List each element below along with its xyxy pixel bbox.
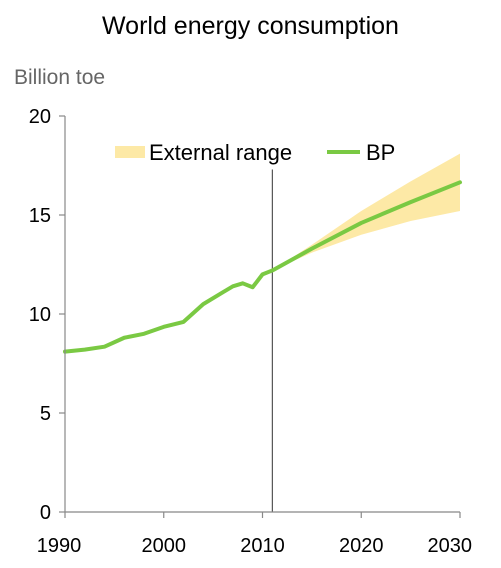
range-layer [272,153,460,271]
legend-label-bp: BP [366,140,395,165]
y-tick-label: 5 [40,403,51,425]
x-tick-label: 2000 [142,535,187,557]
y-tick-label: 0 [40,502,51,524]
legend: External range BP [115,140,395,165]
legend-label-external-range: External range [149,140,292,165]
y-tick-label: 10 [29,304,51,326]
x-tick-label: 2010 [240,535,285,557]
y-axis-unit-label: Billion toe [14,66,106,89]
external-range-band [272,153,460,271]
axis-layer: 0 5 10 15 20 1990 2000 2010 2020 2030 [29,106,472,557]
bp-series-line [63,180,462,354]
y-tick-label: 15 [29,205,51,227]
y-tick-label: 20 [29,106,51,128]
legend-swatch-external-range [115,146,145,158]
chart-title: World energy consumption [102,12,399,40]
x-tick-label: 2020 [339,535,384,557]
x-tick-label: 2030 [428,535,473,557]
line-layer [63,180,462,354]
x-tick-label: 1990 [37,535,82,557]
